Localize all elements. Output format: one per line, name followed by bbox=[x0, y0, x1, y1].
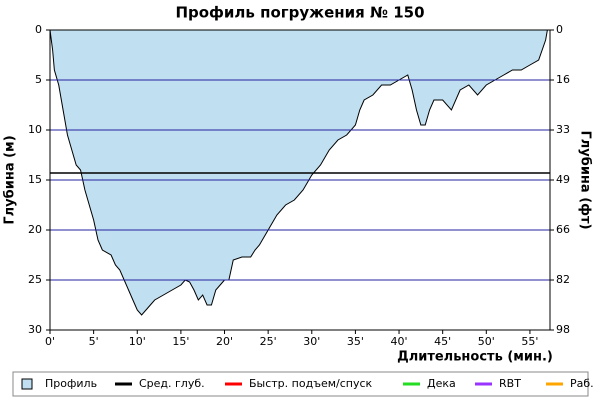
chart-title: Профиль погружения № 150 bbox=[175, 4, 424, 22]
x-tick-label: 15' bbox=[172, 335, 189, 348]
legend-label: Профиль bbox=[45, 377, 97, 390]
legend-label: Быстр. подъем/спуск bbox=[249, 377, 373, 390]
x-tick-label: 10' bbox=[129, 335, 146, 348]
y2-tick-label: 49 bbox=[556, 173, 570, 186]
x-tick-label: 50' bbox=[478, 335, 495, 348]
x-tick-label: 20' bbox=[216, 335, 233, 348]
profile-line bbox=[49, 29, 548, 316]
x-tick-label: 35' bbox=[347, 335, 364, 348]
y2-tick-label: 33 bbox=[556, 123, 570, 136]
y-axis-label: Глубина (м) bbox=[3, 135, 18, 224]
y2-tick-label: 82 bbox=[556, 273, 570, 286]
x-tick-label: 5' bbox=[89, 335, 99, 348]
y2-tick-label: 98 bbox=[556, 323, 570, 336]
legend-label: Раб. bbox=[570, 377, 594, 390]
legend-label: RBT bbox=[499, 377, 521, 390]
y-tick-label: 5 bbox=[35, 73, 42, 86]
y2-tick-label: 16 bbox=[556, 73, 570, 86]
x-tick-label: 40' bbox=[391, 335, 408, 348]
x-axis-label: Длительность (мин.) bbox=[397, 350, 553, 365]
legend-box bbox=[12, 371, 589, 397]
y-tick-label: 30 bbox=[28, 323, 42, 336]
y2-tick-label: 66 bbox=[556, 223, 570, 236]
x-tick-label: 25' bbox=[260, 335, 277, 348]
y2-axis-label: Глубина (фт) bbox=[578, 130, 593, 229]
x-tick-label: 30' bbox=[303, 335, 320, 348]
y-tick-label: 0 bbox=[35, 23, 42, 36]
x-tick-label: 55' bbox=[521, 335, 538, 348]
plot-frame bbox=[49, 29, 551, 331]
x-tick-label: 0' bbox=[45, 335, 55, 348]
legend-swatch bbox=[21, 378, 33, 390]
y-tick-label: 15 bbox=[28, 173, 42, 186]
y-tick-label: 25 bbox=[28, 273, 42, 286]
legend-label: Сред. глуб. bbox=[139, 377, 205, 390]
y-tick-label: 10 bbox=[28, 123, 42, 136]
x-tick-label: 45' bbox=[434, 335, 451, 348]
y2-tick-label: 0 bbox=[556, 23, 563, 36]
y-tick-label: 20 bbox=[28, 223, 42, 236]
legend-label: Дека bbox=[427, 377, 456, 390]
